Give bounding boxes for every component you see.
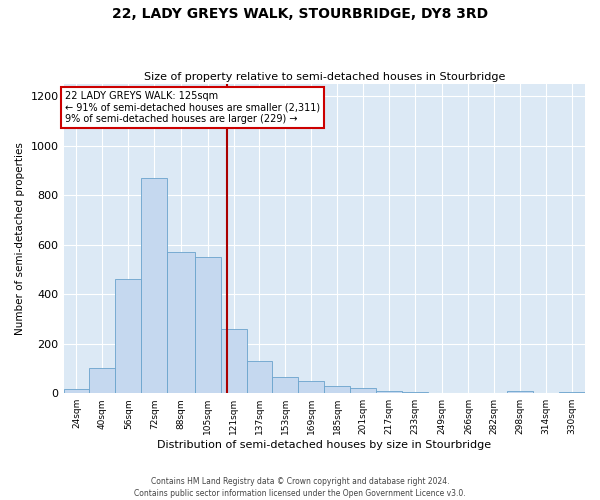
Title: Size of property relative to semi-detached houses in Stourbridge: Size of property relative to semi-detach… bbox=[143, 72, 505, 82]
Bar bbox=[507, 391, 533, 393]
Bar bbox=[195, 257, 221, 393]
Bar bbox=[559, 392, 585, 393]
Bar bbox=[141, 178, 167, 393]
Text: 22, LADY GREYS WALK, STOURBRIDGE, DY8 3RD: 22, LADY GREYS WALK, STOURBRIDGE, DY8 3R… bbox=[112, 8, 488, 22]
Bar bbox=[89, 368, 115, 393]
Text: 22 LADY GREYS WALK: 125sqm
← 91% of semi-detached houses are smaller (2,311)
9% : 22 LADY GREYS WALK: 125sqm ← 91% of semi… bbox=[65, 91, 320, 124]
Bar bbox=[324, 386, 350, 393]
Bar bbox=[376, 391, 402, 393]
Text: Contains HM Land Registry data © Crown copyright and database right 2024.
Contai: Contains HM Land Registry data © Crown c… bbox=[134, 477, 466, 498]
Bar bbox=[402, 392, 428, 393]
Bar bbox=[247, 361, 272, 393]
Bar bbox=[64, 389, 89, 393]
Bar bbox=[298, 381, 324, 393]
Y-axis label: Number of semi-detached properties: Number of semi-detached properties bbox=[15, 142, 25, 335]
X-axis label: Distribution of semi-detached houses by size in Stourbridge: Distribution of semi-detached houses by … bbox=[157, 440, 491, 450]
Bar bbox=[115, 280, 141, 393]
Bar bbox=[167, 252, 195, 393]
Bar bbox=[350, 388, 376, 393]
Bar bbox=[221, 329, 247, 393]
Bar bbox=[272, 377, 298, 393]
